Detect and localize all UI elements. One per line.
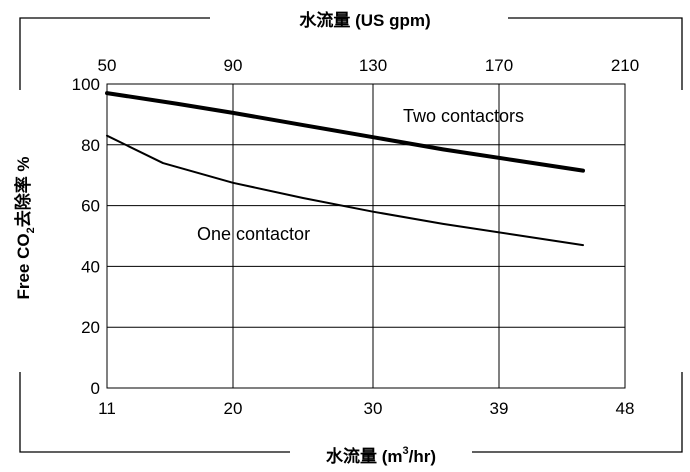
x-tick-labels: 11 20 30 39 48 [98,399,634,418]
y-title-prefix: Free CO [14,233,33,299]
y-tick-labels: 0 20 40 60 80 100 [72,75,100,398]
x-top-tick-label: 210 [611,56,639,75]
frame-bottom-left [19,372,290,453]
x-top-tick-label: 130 [359,56,387,75]
series-line-0 [105,91,585,173]
frame-bottom-right [472,372,683,453]
x-bottom-axis-title: 水流量 (m3/hr) [326,445,436,466]
series-line-1 [106,134,584,247]
y-tick-label: 80 [81,136,100,155]
y-tick-label: 20 [81,318,100,337]
series-lines [105,91,585,247]
x-tick-label: 30 [364,399,383,418]
series-label-one-contactor: One contactor [197,224,310,244]
x-tick-label: 20 [224,399,243,418]
x-tick-label: 48 [616,399,635,418]
frame-top-left [19,17,210,90]
x-top-axis-title: 水流量 (US gpm) [299,10,430,30]
outer-frame [19,17,683,453]
y-title-suffix: 去除率 % [13,156,33,227]
x-top-tick-label: 90 [224,56,243,75]
x-top-tick-label: 50 [98,56,117,75]
y-title-sub: 2 [25,227,37,233]
y-tick-label: 40 [81,257,100,276]
y-tick-label: 60 [81,197,100,216]
x-tick-label: 39 [490,399,509,418]
grid [106,83,626,389]
y-tick-label: 0 [91,379,100,398]
x-bottom-title-suffix: /hr) [409,447,436,466]
y-axis-title: Free CO2去除率 % [13,156,37,299]
plot-border [106,83,626,389]
x-bottom-title-sup: 3 [402,445,408,457]
x-tick-label: 11 [98,399,116,418]
y-tick-label: 100 [72,75,100,94]
series-label-two-contactors: Two contactors [403,106,524,126]
frame-top-right [508,17,683,90]
x-top-tick-labels: 50 90 130 170 210 [98,56,640,75]
x-top-tick-label: 170 [485,56,513,75]
x-bottom-title-prefix: 水流量 (m [326,446,403,466]
